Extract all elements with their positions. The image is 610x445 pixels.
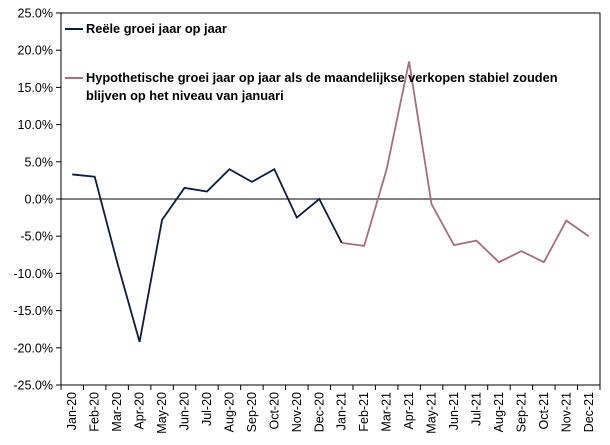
legend: Reële groei jaar op jaar Hypothetische g… [65,21,558,103]
legend-label-series-2-line-1: Hypothetische groei jaar op jaar als de … [86,70,558,85]
x-tick-label: Dec-20 [312,392,326,432]
x-tick-label: Oct-20 [267,392,281,430]
series-layer [72,61,590,343]
y-tick-label: 10.0% [18,118,53,132]
legend-label-series-2-line-2: blijven op het niveau van januari [86,88,284,103]
series-line-2 [341,61,590,264]
x-tick-label: May-20 [155,392,169,434]
x-tick-label: Mar-21 [380,392,394,432]
x-tick-label: Jul-21 [469,392,483,426]
x-tick-label: Feb-21 [357,392,371,432]
y-tick-label: 15.0% [18,81,53,95]
x-tick-label: Apr-20 [133,392,147,430]
x-tick-label: Aug-20 [222,392,236,432]
y-tick-label: 20.0% [18,44,53,58]
y-tick-label: -5.0% [20,230,53,244]
x-tick-label: Aug-21 [492,392,506,432]
x-tick-label: Sep-21 [514,392,528,432]
x-tick-label: Sep-20 [245,392,259,432]
x-tick-label: Oct-21 [537,392,551,430]
x-tick-label: Jun-21 [447,392,461,430]
y-tick-label: -20.0% [13,341,53,355]
x-tick-label: Jan-21 [335,392,349,430]
x-tick-label: Nov-20 [290,392,304,432]
y-tick-label: 5.0% [25,155,54,169]
y-tick-label: -25.0% [13,379,53,393]
x-tick-label: Jan-20 [65,392,79,430]
x-tick-label: Feb-20 [88,392,102,432]
x-tick-label: Nov-21 [559,392,573,432]
y-tick-label: 0.0% [25,193,54,207]
x-tick-label: Jul-20 [200,392,214,426]
x-tick-label: Mar-20 [110,392,124,432]
series-line-1 [72,167,343,343]
y-tick-label: -15.0% [13,304,53,318]
y-tick-label: -10.0% [13,267,53,281]
legend-label-series-1: Reële groei jaar op jaar [86,21,227,36]
x-tick-label: May-21 [425,392,439,434]
axes-layer: 25.0% 20.0% 15.0% 10.0% 5.0% 0.0% -5.0% -10.0% -… [13,7,601,434]
y-tick-label: 25.0% [18,7,53,21]
x-tick-label: Dec-21 [582,392,596,432]
x-tick-label: Apr-21 [402,392,416,430]
x-tick-label: Jun-20 [178,392,192,430]
